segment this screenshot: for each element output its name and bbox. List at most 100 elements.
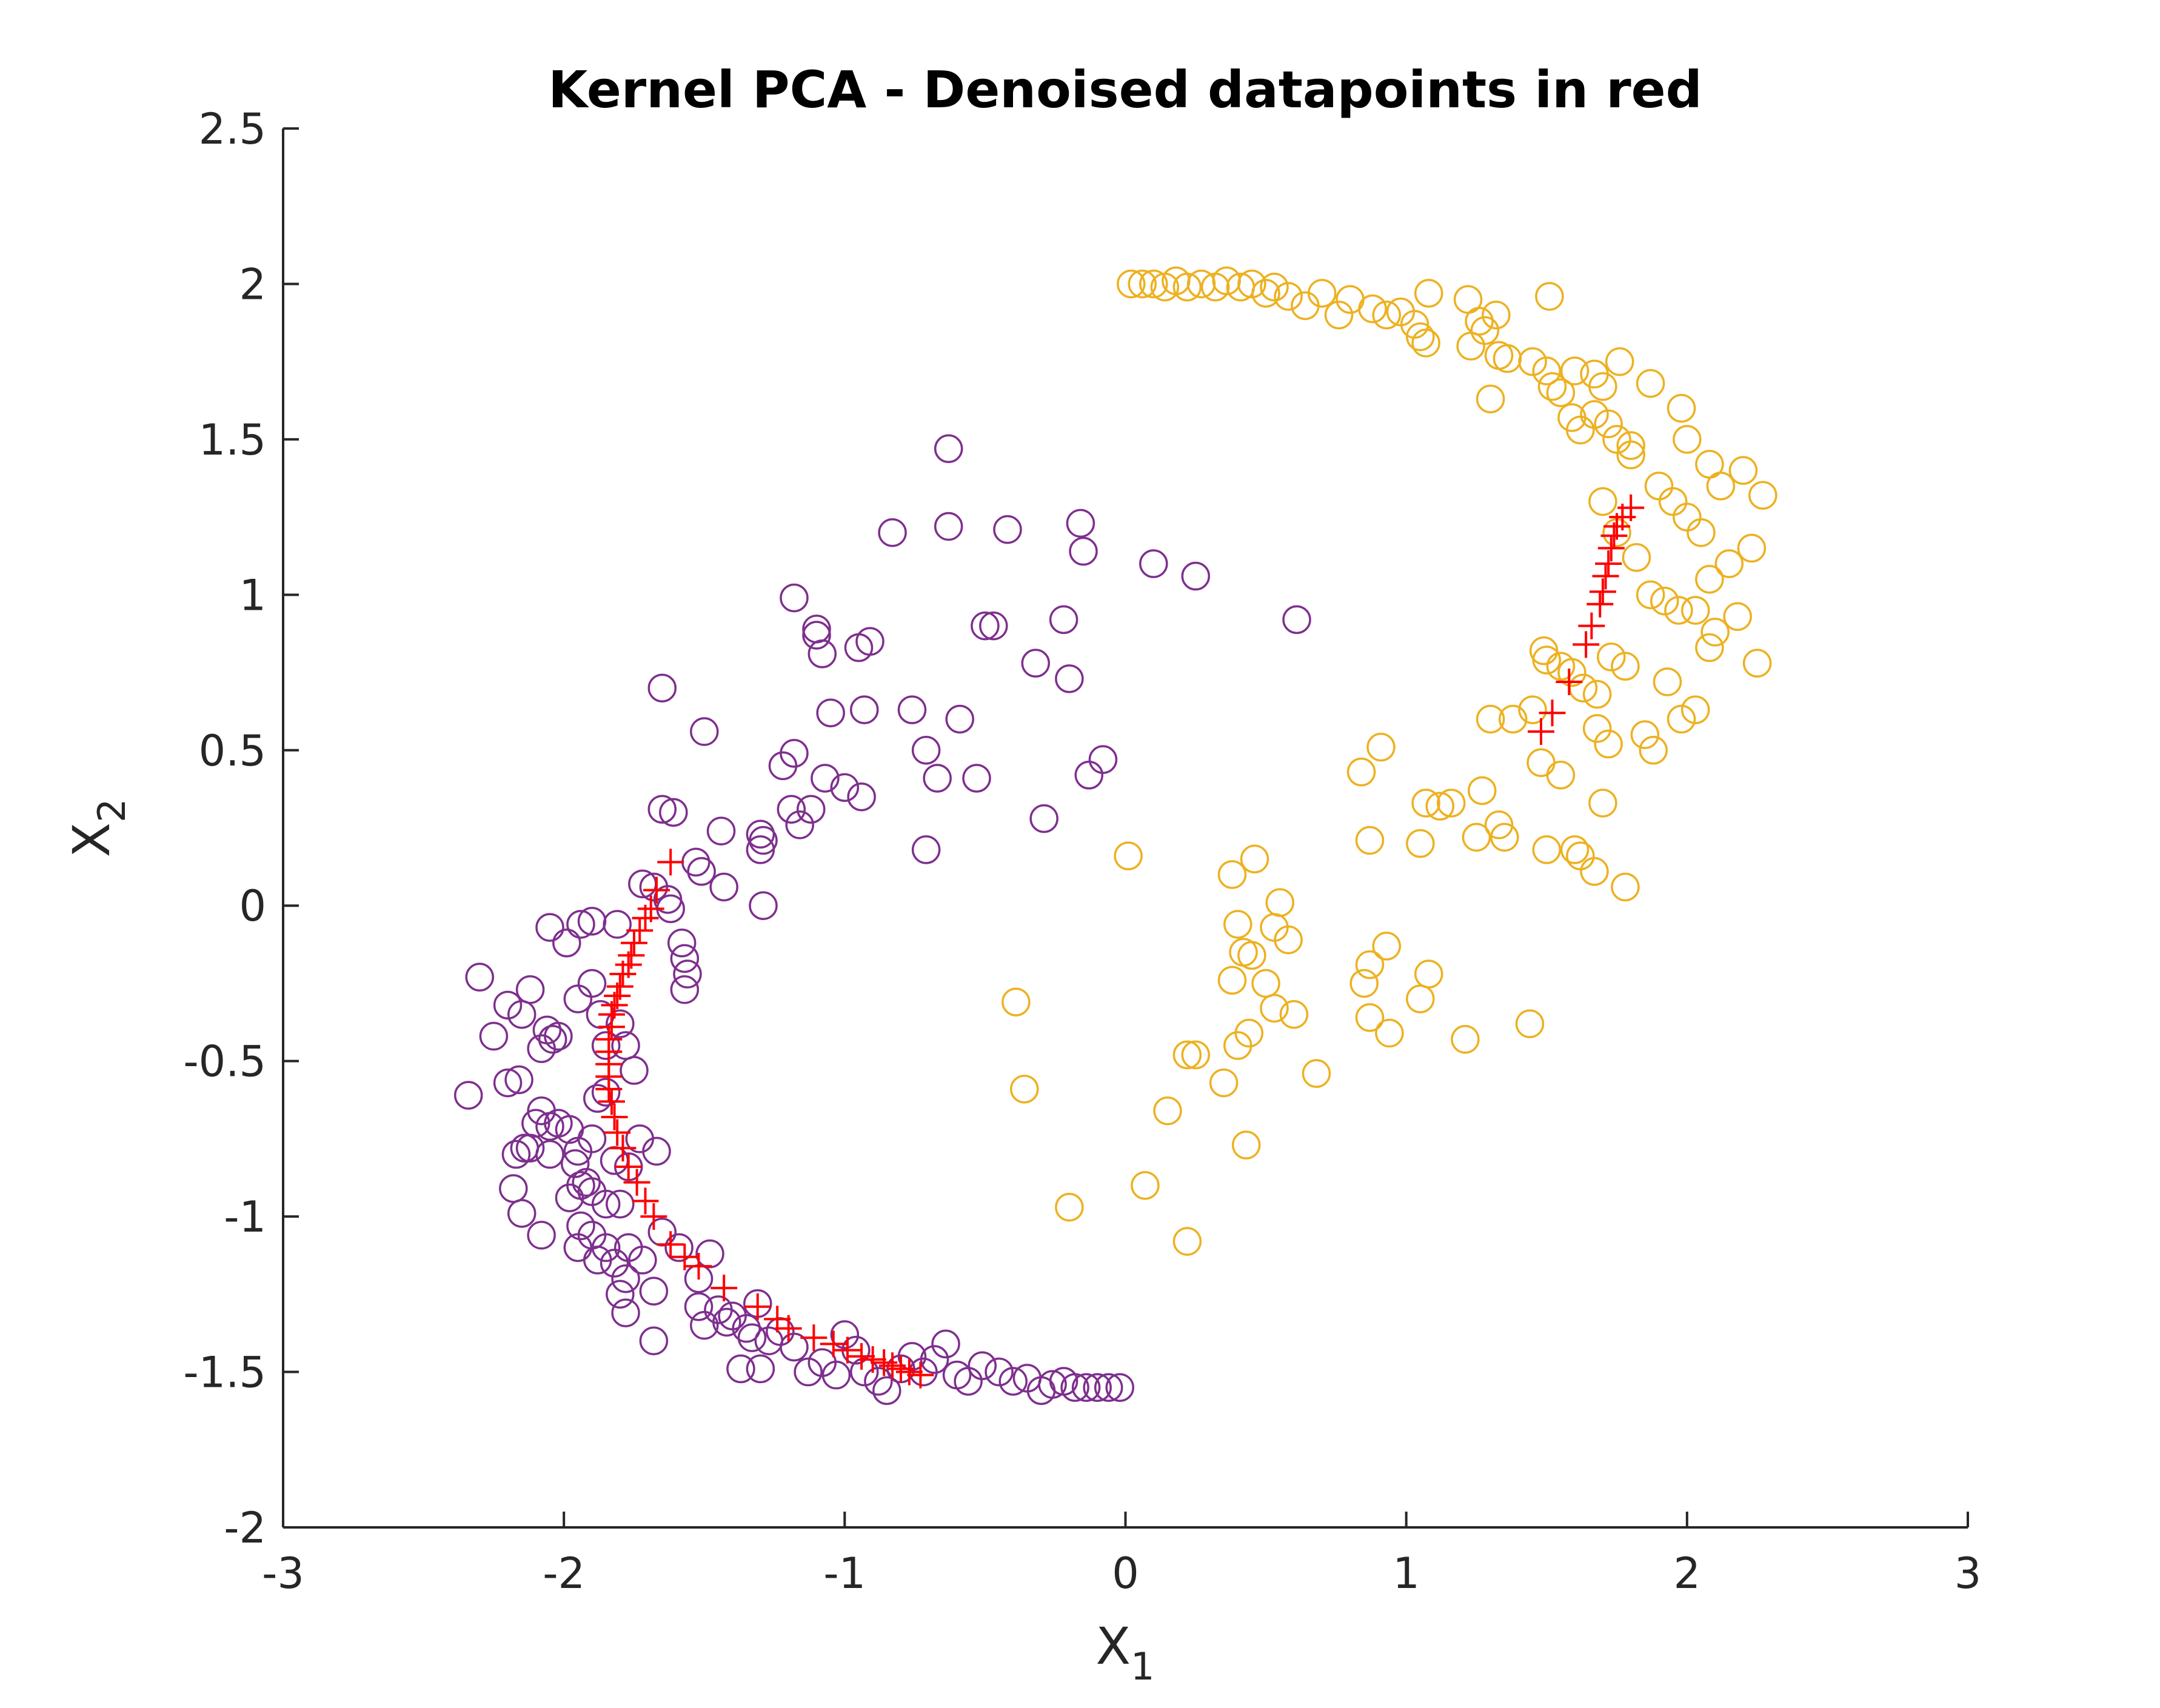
data-point-circle	[1737, 533, 1767, 563]
data-point-circle	[1231, 1130, 1261, 1159]
data-point-plus	[657, 1231, 684, 1258]
data-point-circle	[802, 621, 831, 650]
data-point-circle	[1462, 822, 1491, 852]
data-point-circle	[737, 1323, 767, 1352]
data-point-circle	[1673, 425, 1702, 454]
data-point-circle	[527, 1034, 556, 1063]
data-point-circle	[1411, 789, 1440, 818]
data-point-circle	[1375, 1018, 1404, 1048]
data-point-circle	[746, 835, 775, 864]
x-tick-label: 0	[1112, 1549, 1139, 1598]
data-point-circle	[566, 1211, 595, 1241]
data-point-circle	[1302, 1059, 1331, 1088]
data-point-circle	[1611, 872, 1640, 902]
data-point-circle	[1580, 857, 1609, 886]
data-point-plus	[775, 1315, 802, 1342]
data-point-circle	[1223, 1031, 1252, 1060]
data-point-circle	[1237, 941, 1266, 970]
x-tick-label: 1	[1393, 1549, 1420, 1598]
data-point-circle	[811, 764, 840, 793]
data-point-circle	[746, 1354, 775, 1384]
data-point-plus	[1597, 535, 1625, 562]
data-point-circle	[998, 1367, 1028, 1396]
data-point-circle	[797, 795, 826, 824]
data-point-circle	[1546, 761, 1576, 790]
data-point-circle	[830, 773, 860, 802]
data-point-circle	[1251, 279, 1280, 308]
data-point-circle	[1217, 966, 1247, 995]
x-tick-label: 2	[1674, 1549, 1701, 1598]
data-point-circle	[611, 1298, 640, 1327]
data-point-circle	[1580, 400, 1609, 429]
data-point-plus	[604, 1119, 631, 1146]
data-point-circle	[572, 1167, 601, 1197]
data-point-circle	[667, 929, 697, 958]
y-axis-label: X2	[62, 799, 134, 858]
data-point-circle	[1630, 720, 1660, 749]
data-point-circle	[659, 798, 688, 827]
data-point-circle	[1664, 596, 1693, 625]
data-point-circle	[1515, 1009, 1545, 1038]
data-point-circle	[465, 962, 494, 992]
data-point-circle	[749, 891, 778, 920]
data-point-circle	[821, 1360, 851, 1390]
data-point-plus	[1592, 562, 1619, 590]
data-point-circle	[1695, 564, 1724, 594]
data-point-circle	[1476, 384, 1505, 413]
data-point-circle	[1532, 835, 1561, 864]
data-point-circle	[1476, 704, 1505, 734]
data-point-plus	[609, 961, 637, 988]
data-point-plus	[615, 1153, 642, 1181]
series-2	[595, 494, 1645, 1389]
data-point-circle	[591, 1078, 621, 1107]
data-point-plus	[623, 1169, 650, 1196]
data-point-circle	[872, 1376, 901, 1406]
data-point-circle	[1139, 549, 1168, 578]
data-point-circle	[746, 819, 775, 849]
data-point-plus	[711, 1275, 738, 1302]
data-point-plus	[744, 1293, 771, 1320]
data-point-plus	[632, 1187, 659, 1215]
data-point-circle	[1153, 1096, 1182, 1126]
data-point-circle	[855, 627, 884, 656]
data-point-plus	[1587, 590, 1614, 618]
data-point-plus	[626, 917, 654, 944]
data-point-circle	[1038, 1370, 1067, 1399]
data-point-circle	[920, 1345, 949, 1374]
data-point-circle	[1484, 810, 1514, 839]
data-point-plus	[640, 1203, 667, 1230]
y-axis-label-main: X	[62, 822, 121, 858]
y-tick-label: 1	[239, 570, 266, 620]
data-point-circle	[1535, 282, 1564, 311]
data-point-circle	[712, 1307, 741, 1337]
data-point-circle	[1355, 950, 1385, 979]
data-point-circle	[1639, 736, 1668, 765]
data-point-circle	[1117, 269, 1146, 299]
data-point-circle	[993, 515, 1022, 544]
data-point-circle	[1209, 1068, 1239, 1098]
data-point-circle	[479, 1021, 509, 1051]
data-point-plus	[1573, 631, 1600, 658]
data-point-circle	[971, 611, 1000, 641]
data-point-circle	[1131, 1171, 1160, 1200]
data-point-plus	[685, 1253, 712, 1280]
data-point-circle	[1181, 1040, 1211, 1070]
data-point-plus	[601, 1103, 628, 1130]
data-point-circle	[945, 704, 974, 734]
data-point-circle	[611, 1264, 640, 1293]
data-point-circle	[1071, 1373, 1101, 1402]
data-point-circle	[1546, 652, 1576, 681]
data-point-circle	[911, 736, 941, 765]
data-point-circle	[1055, 664, 1084, 693]
data-point-circle	[864, 1367, 893, 1396]
data-point-circle	[1588, 487, 1617, 516]
data-point-circle	[1611, 652, 1640, 681]
data-point-circle	[830, 1320, 860, 1349]
chart-title: Kernel PCA - Denoised datapoints in red	[548, 60, 1702, 119]
data-point-circle	[1217, 860, 1247, 889]
data-point-plus	[671, 1243, 698, 1270]
data-point-circle	[647, 673, 677, 702]
y-tick-label: -2	[224, 1503, 266, 1553]
data-point-circle	[591, 1189, 621, 1219]
data-point-circle	[606, 1189, 635, 1219]
